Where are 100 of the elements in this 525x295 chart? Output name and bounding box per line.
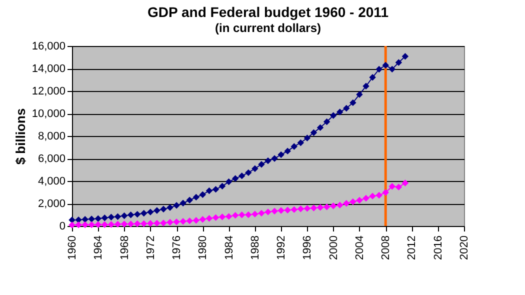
- point: [290, 143, 298, 150]
- point: [147, 220, 154, 227]
- x-tick-label: 2000: [328, 236, 340, 260]
- point: [343, 200, 350, 207]
- point: [350, 99, 356, 106]
- point: [343, 104, 350, 112]
- point: [186, 196, 193, 204]
- point: [101, 221, 108, 228]
- point: [212, 186, 220, 193]
- point: [238, 172, 246, 180]
- point: [284, 148, 291, 154]
- y-tick-label: 10,000: [32, 108, 66, 120]
- point: [94, 221, 102, 228]
- point: [166, 218, 174, 226]
- x-tick-label: 1968: [118, 236, 131, 260]
- point: [127, 220, 134, 228]
- point: [154, 207, 160, 214]
- point: [304, 205, 311, 212]
- point: [108, 214, 115, 220]
- point: [94, 215, 102, 222]
- point: [192, 194, 200, 201]
- point: [336, 202, 344, 208]
- y-tick-label: 8,000: [38, 130, 66, 142]
- point: [252, 165, 258, 172]
- y-tick-label: 12,000: [32, 86, 66, 98]
- point: [284, 206, 291, 214]
- point: [264, 208, 272, 216]
- point: [402, 52, 409, 60]
- point: [166, 204, 174, 211]
- point: [376, 192, 382, 199]
- point: [388, 66, 396, 73]
- point: [101, 214, 108, 222]
- x-tick-label: 1992: [276, 236, 288, 260]
- point: [147, 208, 154, 216]
- point: [160, 220, 167, 226]
- x-tick-label: 1964: [92, 236, 105, 260]
- point: [206, 187, 213, 194]
- x-tick-label: 1976: [171, 236, 184, 260]
- point: [232, 212, 239, 219]
- point: [258, 210, 265, 217]
- point: [108, 221, 115, 228]
- chart-subtitle: (in current dollars): [214, 21, 322, 35]
- point: [225, 213, 232, 220]
- point: [127, 212, 134, 218]
- point: [140, 210, 148, 217]
- x-tick-label: 2008: [380, 236, 392, 260]
- point: [278, 151, 284, 158]
- point: [82, 216, 88, 223]
- x-tick-label: 1960: [66, 236, 78, 260]
- point: [316, 124, 324, 131]
- x-tick-label: 2004: [354, 236, 366, 260]
- point: [134, 220, 141, 228]
- point: [218, 182, 226, 190]
- y-axis-title: $ billions: [12, 108, 28, 165]
- point: [206, 214, 213, 222]
- point: [350, 198, 356, 206]
- point: [290, 206, 298, 213]
- point: [356, 196, 363, 204]
- point: [114, 220, 122, 228]
- point: [382, 189, 389, 196]
- point: [173, 202, 180, 209]
- point: [264, 157, 272, 164]
- point: [199, 191, 206, 198]
- point: [245, 211, 252, 218]
- point: [232, 175, 239, 182]
- x-tick-label: 1988: [249, 236, 262, 260]
- x-tick-label: 2020: [458, 236, 470, 260]
- point: [186, 217, 193, 224]
- point: [258, 160, 265, 168]
- point: [271, 155, 278, 162]
- point: [199, 216, 206, 223]
- point: [120, 212, 128, 220]
- point: [88, 221, 95, 228]
- x-tick-label: 1996: [302, 236, 314, 260]
- point: [395, 59, 402, 66]
- y-tick-label: 6,000: [38, 153, 66, 165]
- point: [75, 216, 82, 224]
- point: [336, 108, 344, 116]
- point: [140, 220, 148, 227]
- y-tick-label: 16,000: [32, 40, 66, 52]
- point: [395, 184, 402, 190]
- y-tick-label: 0: [59, 220, 66, 232]
- point: [180, 200, 186, 207]
- point: [238, 212, 246, 218]
- point: [323, 204, 330, 210]
- point: [330, 202, 337, 210]
- point: [369, 74, 376, 81]
- point: [114, 213, 122, 220]
- point: [120, 220, 128, 228]
- point: [304, 134, 311, 142]
- point: [297, 139, 304, 146]
- point: [252, 210, 258, 218]
- chart-title: GDP and Federal budget 1960 - 2011: [148, 4, 389, 20]
- point: [82, 221, 88, 228]
- point: [310, 129, 318, 136]
- x-tick-label: 2012: [406, 236, 418, 260]
- x-tick-label: 1980: [197, 236, 210, 260]
- x-tick-label: 1972: [144, 236, 157, 260]
- point: [173, 218, 180, 226]
- point: [134, 210, 141, 218]
